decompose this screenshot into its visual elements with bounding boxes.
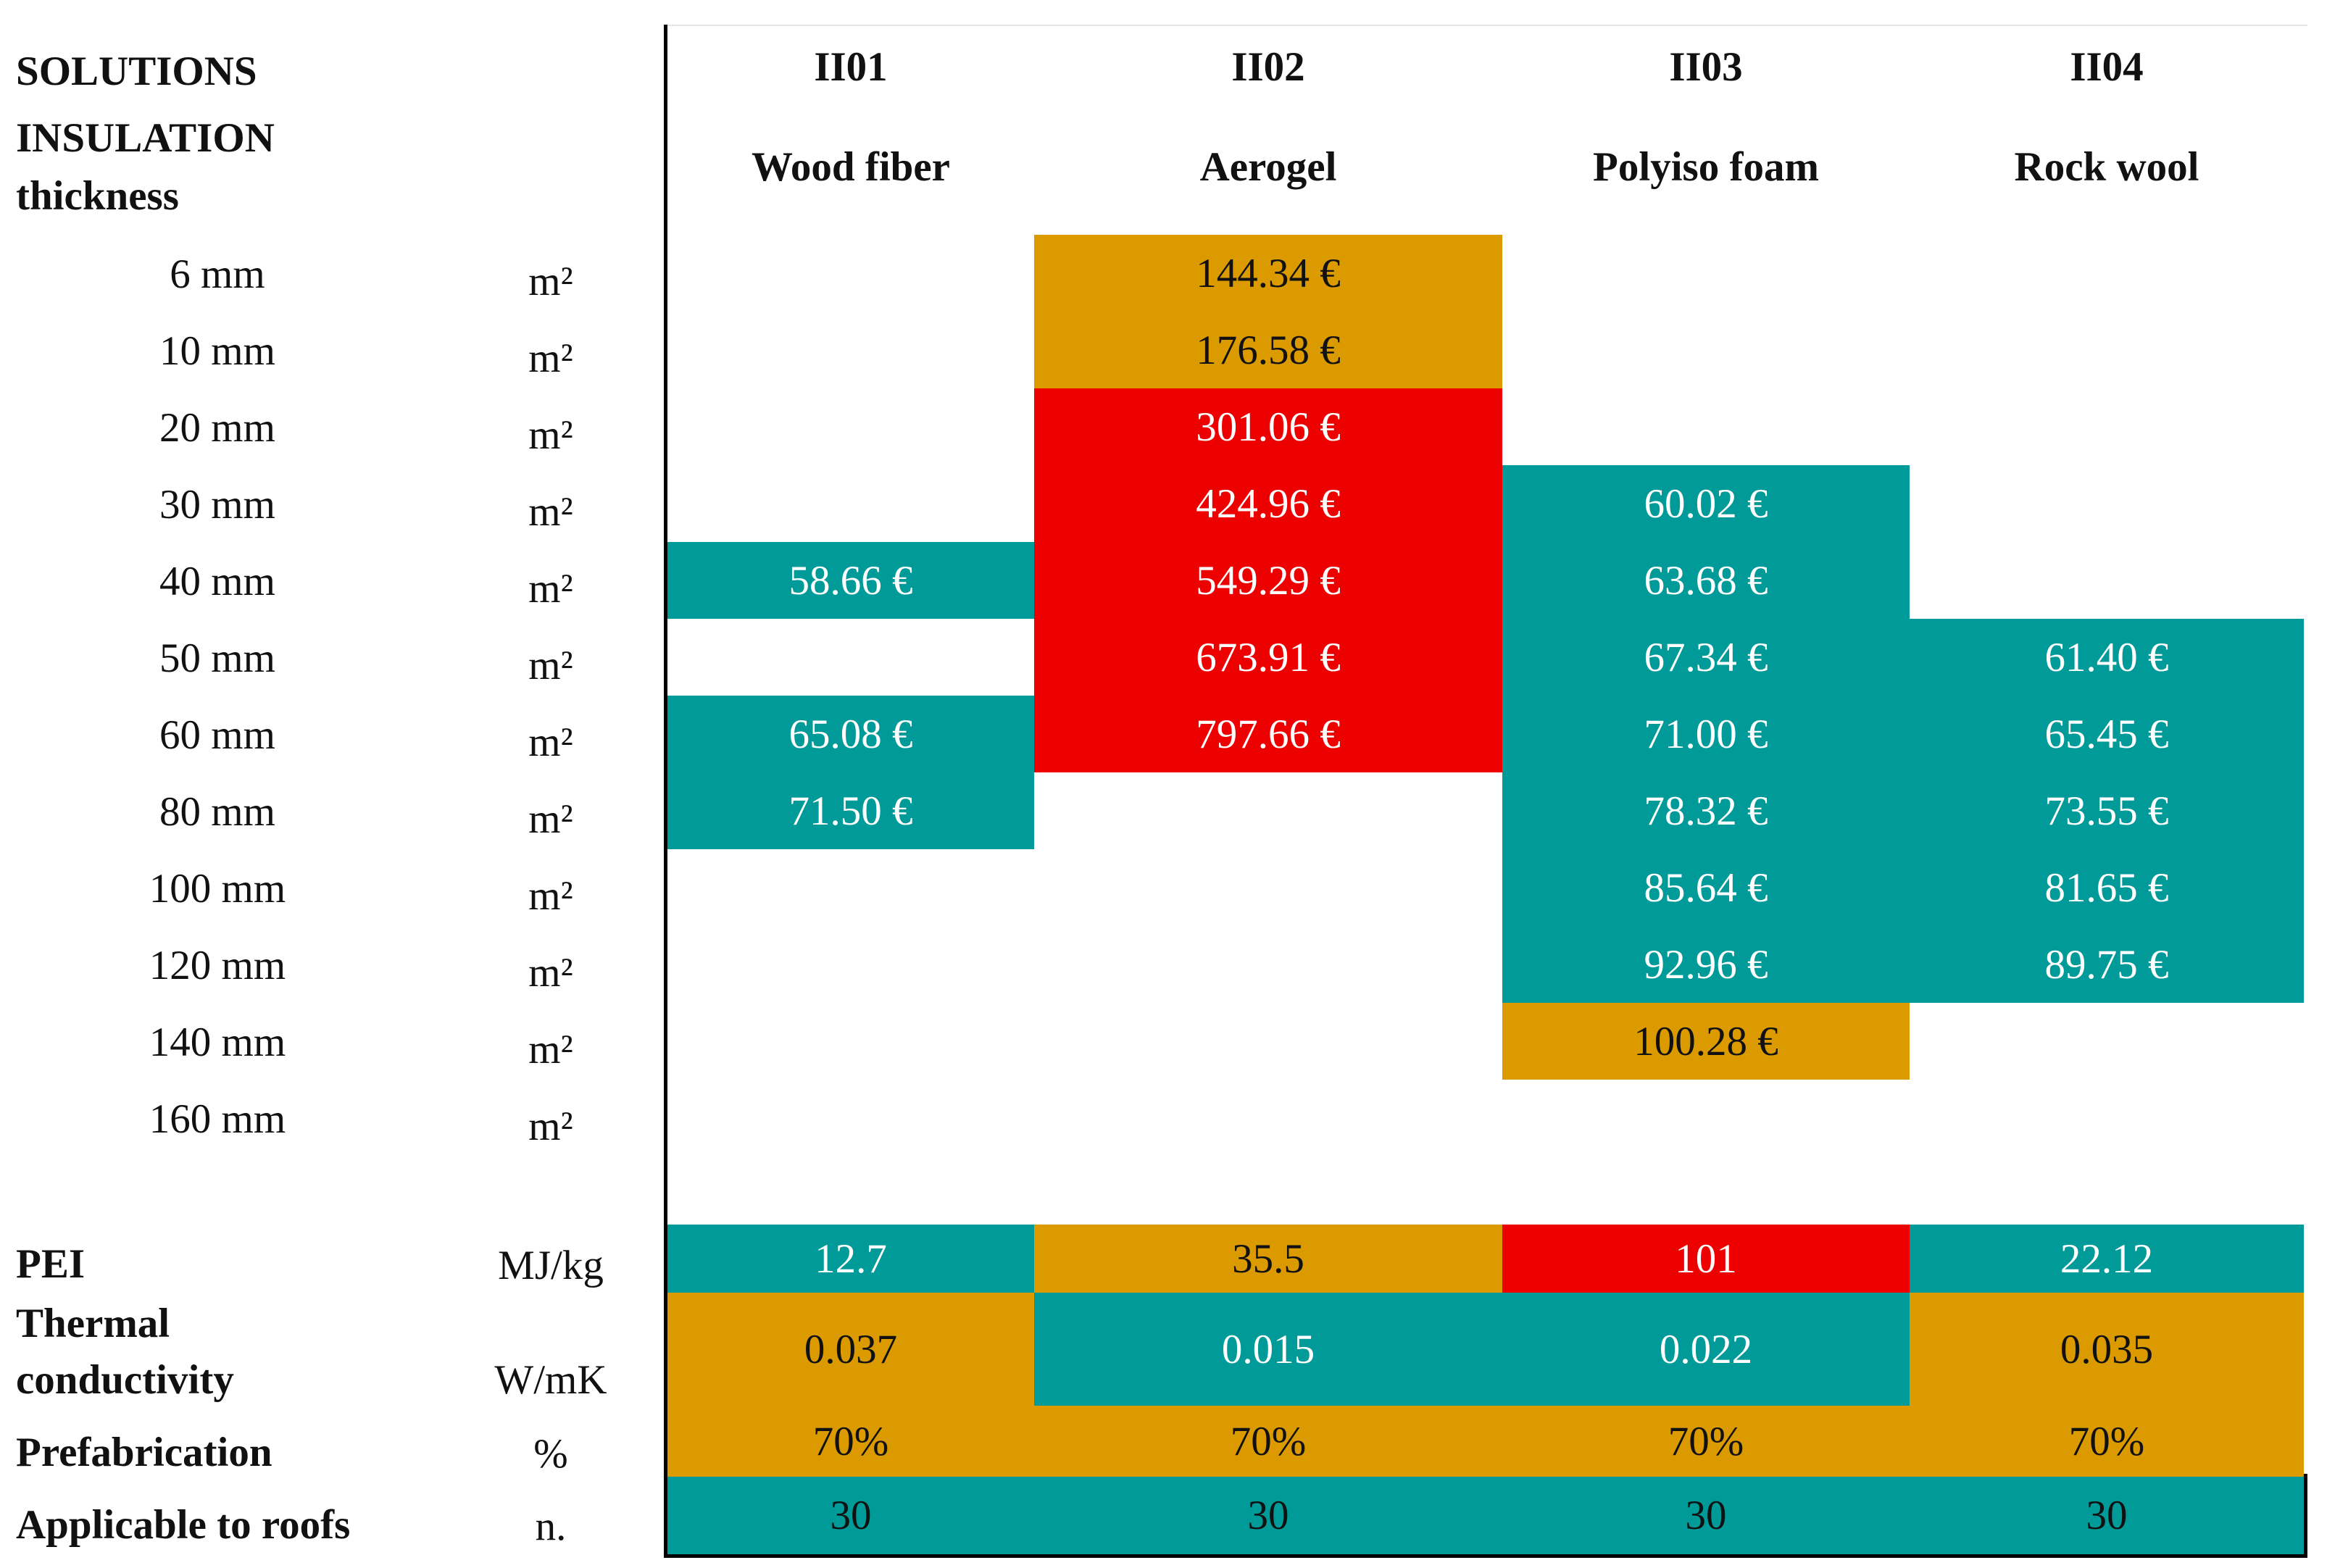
column-name-aerogel: Aerogel — [1199, 144, 1337, 190]
price-cell: 81.65 € — [1910, 849, 2304, 926]
row-unit: m² — [528, 950, 573, 996]
conductivity-cell: 0.037 — [667, 1293, 1034, 1406]
prefabrication-cell: 70% — [1502, 1406, 1910, 1477]
row-label: 20 mm — [159, 405, 275, 451]
row-label: 140 mm — [149, 1019, 286, 1065]
row-label: 60 mm — [159, 712, 275, 758]
pei-cell: 12.7 — [667, 1225, 1034, 1293]
row-label: 40 mm — [159, 559, 275, 604]
row-unit: m² — [528, 1027, 573, 1072]
column-name-polyiso-foam: Polyiso foam — [1593, 144, 1819, 190]
price-cell: 58.66 € — [667, 542, 1034, 619]
row-unit: m² — [528, 643, 573, 688]
table-left-border — [664, 25, 667, 1558]
thermal-label-line1: Thermal — [16, 1301, 170, 1346]
row-label: 100 mm — [149, 866, 286, 912]
pei-unit: MJ/kg — [498, 1243, 604, 1288]
row-label: 80 mm — [159, 789, 275, 835]
row-unit: m² — [528, 489, 573, 535]
table-top-border — [667, 25, 2307, 26]
row-unit: m² — [528, 335, 573, 381]
row-label: 160 mm — [149, 1096, 286, 1142]
column-name-rock-wool: Rock wool — [2014, 144, 2199, 190]
price-cell: 176.58 € — [1034, 312, 1502, 388]
thermal-label-line2: conductivity — [16, 1357, 234, 1403]
roofs-cell: 30 — [1910, 1477, 2304, 1554]
price-cell: 73.55 € — [1910, 772, 2304, 849]
pei-cell: 101 — [1502, 1225, 1910, 1293]
price-cell: 673.91 € — [1034, 619, 1502, 696]
row-unit: m² — [528, 796, 573, 842]
row-label: 120 mm — [149, 943, 286, 988]
table-bottom-border — [664, 1554, 2307, 1558]
row-unit: m² — [528, 1104, 573, 1149]
roofs-cell: 30 — [1502, 1477, 1910, 1554]
prefabrication-cell: 70% — [667, 1406, 1034, 1477]
table-right-border — [2304, 1474, 2307, 1558]
prefabrication-label: Prefabrication — [16, 1430, 272, 1475]
price-cell: 65.45 € — [1910, 696, 2304, 772]
applicable-unit: n. — [535, 1504, 567, 1549]
applicable-label: Applicable to roofs — [16, 1502, 351, 1548]
column-code-ii02: II02 — [1231, 44, 1305, 90]
row-label: 6 mm — [170, 251, 265, 297]
price-cell: 61.40 € — [1910, 619, 2304, 696]
column-code-ii04: II04 — [2070, 44, 2144, 90]
row-label: 50 mm — [159, 635, 275, 681]
row-unit: m² — [528, 566, 573, 612]
price-cell: 60.02 € — [1502, 465, 1910, 542]
price-cell: 85.64 € — [1502, 849, 1910, 926]
solutions-label: SOLUTIONS — [16, 49, 257, 94]
pei-label: PEI — [16, 1241, 86, 1287]
row-label: 10 mm — [159, 328, 275, 374]
prefabrication-cell: 70% — [1910, 1406, 2304, 1477]
price-cell: 144.34 € — [1034, 235, 1502, 312]
price-cell: 92.96 € — [1502, 926, 1910, 1003]
conductivity-cell: 0.015 — [1034, 1293, 1502, 1406]
pei-cell: 22.12 — [1910, 1225, 2304, 1293]
price-cell: 71.00 € — [1502, 696, 1910, 772]
thermal-unit: W/mK — [494, 1357, 607, 1403]
price-cell: 797.66 € — [1034, 696, 1502, 772]
roofs-cell: 30 — [1034, 1477, 1502, 1554]
price-cell: 63.68 € — [1502, 542, 1910, 619]
row-unit: m² — [528, 873, 573, 919]
price-cell: 301.06 € — [1034, 388, 1502, 465]
column-code-ii01: II01 — [814, 44, 888, 90]
price-cell: 549.29 € — [1034, 542, 1502, 619]
price-cell: 67.34 € — [1502, 619, 1910, 696]
prefabrication-unit: % — [533, 1431, 568, 1477]
row-unit: m² — [528, 720, 573, 765]
conductivity-cell: 0.022 — [1502, 1293, 1910, 1406]
column-code-ii03: II03 — [1669, 44, 1743, 90]
insulation-label: INSULATION — [16, 115, 275, 161]
column-name-wood-fiber: Wood fiber — [752, 144, 950, 190]
row-label: 30 mm — [159, 482, 275, 527]
price-cell: 424.96 € — [1034, 465, 1502, 542]
conductivity-cell: 0.035 — [1910, 1293, 2304, 1406]
row-unit: m² — [528, 259, 573, 304]
price-cell: 71.50 € — [667, 772, 1034, 849]
price-cell: 78.32 € — [1502, 772, 1910, 849]
prefabrication-cell: 70% — [1034, 1406, 1502, 1477]
thickness-label: thickness — [16, 173, 179, 219]
row-unit: m² — [528, 412, 573, 458]
pei-cell: 35.5 — [1034, 1225, 1502, 1293]
price-cell: 65.08 € — [667, 696, 1034, 772]
price-cell: 100.28 € — [1502, 1003, 1910, 1080]
price-cell: 89.75 € — [1910, 926, 2304, 1003]
roofs-cell: 30 — [667, 1477, 1034, 1554]
